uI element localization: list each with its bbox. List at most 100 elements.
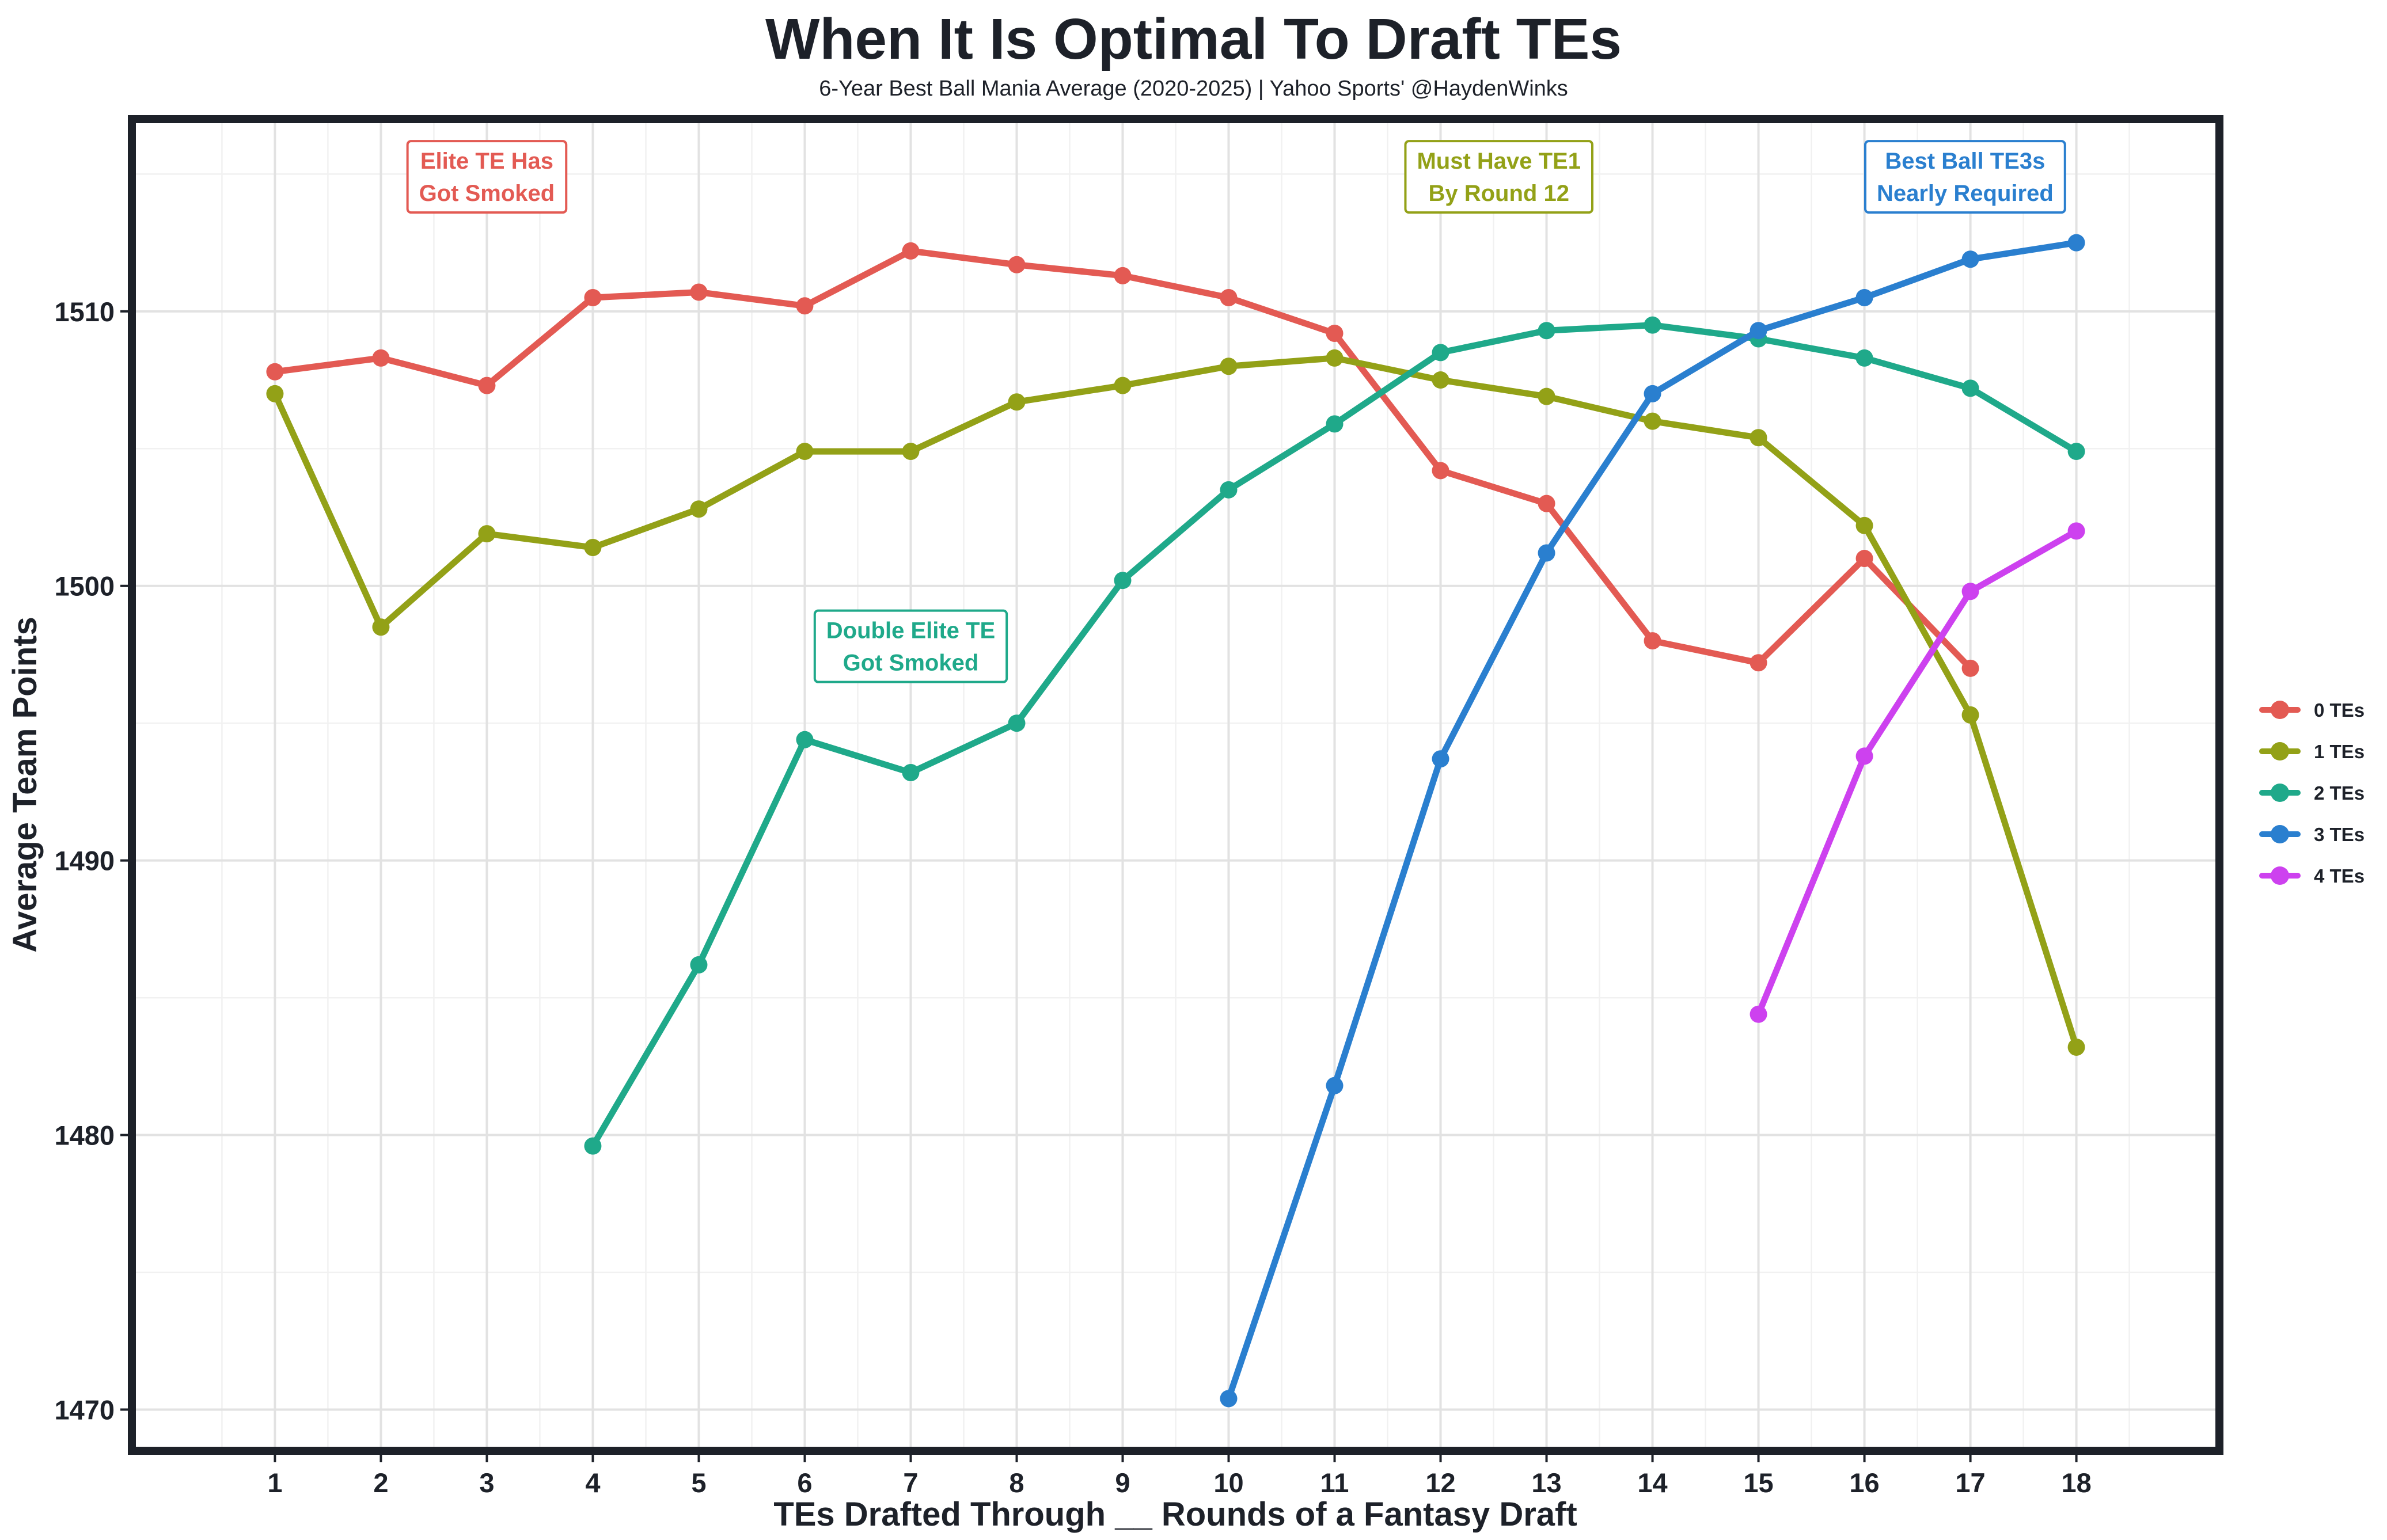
grid	[132, 119, 2219, 1451]
data-point	[1326, 324, 1344, 342]
data-point	[1008, 393, 1026, 411]
legend-marker	[2271, 784, 2289, 802]
y-axis-title: Average Team Points	[6, 617, 44, 952]
series-1	[266, 349, 2085, 1056]
x-tick-label: 17	[1955, 1467, 1985, 1498]
series-group	[266, 234, 2085, 1408]
legend-label: 0 TEs	[2314, 699, 2365, 721]
data-point	[1961, 706, 1979, 724]
x-tick-label: 8	[1009, 1467, 1024, 1498]
data-point	[1750, 1005, 1767, 1023]
data-point	[2067, 522, 2085, 540]
annotation-box	[1404, 140, 1593, 214]
x-tick-label: 13	[1531, 1467, 1561, 1498]
x-axis-ticks: 1 2 3 4 5 6 7 8 9 10 11 12 13 14 15 16 17 18	[267, 1455, 2092, 1498]
legend-item: 3 TEs	[2259, 824, 2365, 845]
legend-item: 4 TEs	[2259, 865, 2365, 887]
data-point	[584, 538, 602, 556]
data-point	[1326, 349, 1344, 367]
x-tick-label: 12	[1425, 1467, 1455, 1498]
data-point	[1432, 344, 1449, 362]
data-point	[372, 349, 390, 367]
legend-marker	[2271, 701, 2289, 719]
annotation-box	[813, 609, 1008, 683]
annotation-text: Got Smoked	[843, 651, 979, 676]
legend-marker	[2271, 742, 2289, 761]
data-point	[1961, 583, 1979, 600]
data-point	[1750, 322, 1767, 340]
data-point	[1114, 377, 1132, 394]
data-point	[1538, 322, 1555, 340]
plot-frame	[128, 115, 2223, 1455]
annotation-text: By Round 12	[1428, 181, 1569, 206]
data-point	[1326, 1077, 1344, 1094]
data-point	[1855, 747, 1873, 765]
data-point	[1432, 371, 1449, 389]
data-point	[796, 731, 814, 748]
data-point	[1114, 572, 1132, 590]
data-point	[690, 956, 708, 974]
data-point	[1750, 429, 1767, 447]
x-axis-title: TEs Drafted Through __ Rounds of a Fanta…	[773, 1496, 1577, 1533]
annotation: Best Ball TE3s Nearly Required	[1864, 140, 2066, 214]
legend-label: 4 TEs	[2314, 865, 2365, 887]
data-point	[266, 363, 284, 381]
x-tick-label: 10	[1213, 1467, 1243, 1498]
data-point	[902, 242, 920, 260]
data-point	[1220, 1390, 1238, 1408]
series-3	[1220, 234, 2085, 1408]
legend-label: 1 TEs	[2314, 741, 2365, 762]
data-point	[1644, 316, 1661, 334]
y-tick-label: 1500	[54, 571, 115, 602]
annotation-text: Best Ball TE3s	[1885, 149, 2045, 174]
x-tick-label: 5	[691, 1467, 706, 1498]
data-point	[1008, 714, 1026, 732]
data-point	[1855, 349, 1873, 367]
data-point	[372, 618, 390, 636]
data-point	[2067, 443, 2085, 461]
y-tick-label: 1480	[54, 1120, 115, 1151]
x-tick-label: 9	[1115, 1467, 1130, 1498]
data-point	[1432, 462, 1449, 480]
chart-title: When It Is Optimal To Draft TEs	[765, 7, 1622, 71]
data-point	[1855, 550, 1873, 568]
data-point	[584, 1137, 602, 1155]
series-2	[584, 316, 2085, 1155]
x-tick-label: 7	[903, 1467, 918, 1498]
legend-label: 2 TEs	[2314, 782, 2365, 804]
annotation-box	[1864, 140, 2066, 214]
data-point	[1220, 358, 1238, 375]
data-point	[1961, 379, 1979, 397]
data-point	[584, 288, 602, 306]
data-point	[478, 525, 496, 543]
data-point	[1855, 516, 1873, 534]
data-point	[478, 377, 496, 394]
data-point	[796, 443, 814, 461]
x-tick-label: 14	[1637, 1467, 1667, 1498]
data-point	[1644, 632, 1661, 650]
y-tick-label: 1510	[54, 296, 115, 327]
data-point	[1432, 750, 1449, 768]
data-point	[1961, 659, 1979, 677]
data-point	[1644, 385, 1661, 402]
data-point	[1220, 288, 1238, 306]
chart-subtitle: 6-Year Best Ball Mania Average (2020-202…	[819, 77, 1568, 101]
annotations: Elite TE Has Got Smoked Must Have TE1 By Ro…	[406, 140, 2066, 683]
legend-marker	[2271, 866, 2289, 885]
legend-item: 1 TEs	[2259, 741, 2365, 762]
data-point	[1855, 288, 1873, 306]
legend-label: 3 TEs	[2314, 824, 2365, 845]
data-point	[902, 443, 920, 461]
annotation-text: Must Have TE1	[1417, 149, 1581, 174]
y-axis-ticks: 1470 1480 1490 1500 1510	[54, 296, 128, 1425]
legend: 0 TEs 1 TEs 2 TEs 3 TEs 4 TEs	[2259, 699, 2365, 887]
data-point	[1644, 412, 1661, 430]
data-point	[690, 283, 708, 301]
data-point	[2067, 234, 2085, 252]
series-line	[1755, 527, 2080, 1018]
data-point	[1220, 481, 1238, 499]
data-point	[796, 297, 814, 315]
legend-item: 2 TEs	[2259, 782, 2365, 804]
data-point	[1326, 415, 1344, 433]
